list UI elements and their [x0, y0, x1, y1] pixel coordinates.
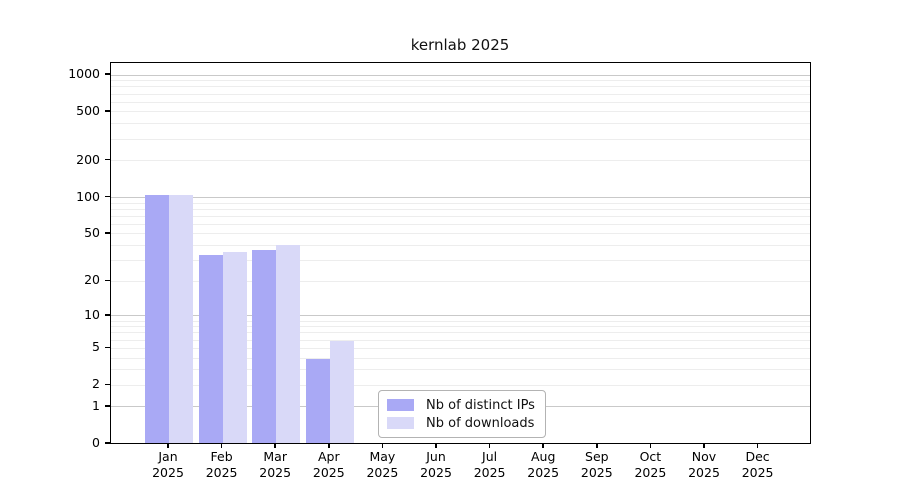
x-tick-mark-jul — [488, 443, 491, 448]
minor-gridline-90 — [111, 202, 810, 204]
bar-mar-downloads — [276, 244, 301, 443]
y-tick-label-1: 1 — [92, 397, 100, 413]
minor-gridline-60 — [111, 223, 810, 225]
minor-gridline-400 — [111, 123, 810, 125]
x-tick-label-jul: Jul 2025 — [473, 449, 506, 480]
x-tick-label-aug: Aug 2025 — [527, 449, 560, 480]
legend-label: Nb of distinct IPs — [426, 397, 535, 413]
minor-gridline-600 — [111, 101, 810, 103]
major-gridline-100 — [111, 197, 810, 198]
minor-gridline-500 — [111, 111, 810, 113]
bar-jan-distinct-ips — [145, 195, 169, 443]
x-tick-mark-may — [381, 443, 384, 448]
minor-gridline-50 — [111, 233, 810, 235]
minor-gridline-40 — [111, 245, 810, 247]
legend-label: Nb of downloads — [426, 415, 535, 431]
bar-apr-distinct-ips — [305, 358, 330, 443]
major-gridline-1000 — [111, 74, 810, 76]
y-tick-mark-1 — [104, 405, 110, 407]
legend-entry-downloads: Nb of downloads — [387, 415, 536, 431]
minor-gridline-300 — [111, 138, 810, 140]
y-tick-mark-50 — [104, 232, 110, 234]
x-tick-mark-dec — [756, 443, 759, 448]
y-tick-mark-1000 — [104, 73, 110, 75]
x-tick-label-oct: Oct 2025 — [634, 449, 667, 480]
x-tick-mark-nov — [703, 443, 705, 448]
x-tick-label-sep: Sep 2025 — [580, 449, 613, 480]
x-tick-mark-oct — [649, 443, 652, 448]
minor-gridline-3 — [111, 369, 810, 371]
x-tick-mark-sep — [596, 443, 598, 448]
y-tick-label-500: 500 — [76, 102, 100, 118]
bar-feb-downloads — [222, 251, 247, 443]
minor-gridline-20 — [111, 280, 810, 282]
distinct-ips-swatch-icon — [387, 399, 414, 411]
y-tick-mark-500 — [104, 110, 110, 112]
bar-mar-distinct-ips — [252, 250, 277, 443]
minor-gridline-700 — [111, 93, 810, 95]
x-tick-mark-mar — [274, 443, 276, 448]
y-tick-label-20: 20 — [84, 272, 100, 288]
x-tick-label-jun: Jun 2025 — [420, 449, 452, 480]
y-tick-label-2: 2 — [92, 376, 100, 392]
minor-gridline-30 — [111, 260, 810, 262]
x-tick-mark-feb — [220, 443, 223, 448]
minor-gridline-80 — [111, 208, 810, 210]
minor-gridline-7 — [111, 332, 810, 334]
legend-entry-distinct-ips: Nb of distinct IPs — [387, 397, 536, 413]
major-gridline-10 — [111, 315, 810, 317]
downloads-swatch-icon — [387, 417, 414, 429]
minor-gridline-5 — [111, 347, 810, 349]
bar-jan-downloads — [169, 194, 193, 443]
x-tick-label-nov: Nov 2025 — [688, 449, 720, 480]
plot-area — [110, 62, 811, 444]
minor-gridline-200 — [111, 160, 810, 162]
x-tick-label-dec: Dec 2025 — [741, 449, 774, 480]
y-tick-mark-10 — [104, 314, 110, 316]
minor-gridline-800 — [111, 86, 810, 88]
minor-gridline-900 — [111, 80, 810, 82]
y-tick-label-5: 5 — [92, 339, 100, 355]
x-tick-mark-jan — [167, 443, 169, 448]
minor-gridline-2 — [111, 384, 810, 386]
x-tick-label-mar: Mar 2025 — [259, 449, 292, 480]
y-tick-mark-0 — [104, 442, 110, 444]
chart-title: kernlab 2025 — [410, 36, 510, 54]
x-tick-label-may: May 2025 — [366, 449, 399, 480]
y-tick-label-200: 200 — [76, 151, 100, 167]
y-tick-mark-100 — [104, 195, 110, 198]
minor-gridline-4 — [111, 357, 810, 359]
y-tick-mark-2 — [104, 383, 110, 386]
bar-feb-distinct-ips — [198, 254, 223, 443]
y-tick-mark-20 — [104, 279, 110, 282]
bar-apr-downloads — [329, 340, 354, 443]
y-tick-mark-5 — [104, 346, 110, 349]
x-tick-mark-jun — [435, 443, 437, 448]
minor-gridline-70 — [111, 215, 810, 217]
x-tick-label-apr: Apr 2025 — [312, 449, 345, 480]
y-tick-label-50: 50 — [84, 224, 100, 240]
minor-gridline-6 — [111, 339, 810, 341]
x-tick-label-feb: Feb 2025 — [205, 449, 238, 480]
minor-gridline-8 — [111, 326, 810, 328]
x-tick-mark-aug — [542, 443, 544, 448]
x-tick-label-jan: Jan 2025 — [152, 449, 184, 480]
minor-gridline-9 — [111, 320, 810, 322]
y-tick-label-1000: 1000 — [68, 66, 100, 81]
x-tick-mark-apr — [328, 443, 330, 448]
y-tick-label-10: 10 — [84, 306, 100, 322]
y-tick-label-0: 0 — [92, 435, 100, 450]
legend: Nb of distinct IPs Nb of downloads — [378, 390, 546, 438]
y-tick-label-100: 100 — [76, 188, 100, 204]
y-tick-mark-200 — [104, 158, 110, 161]
